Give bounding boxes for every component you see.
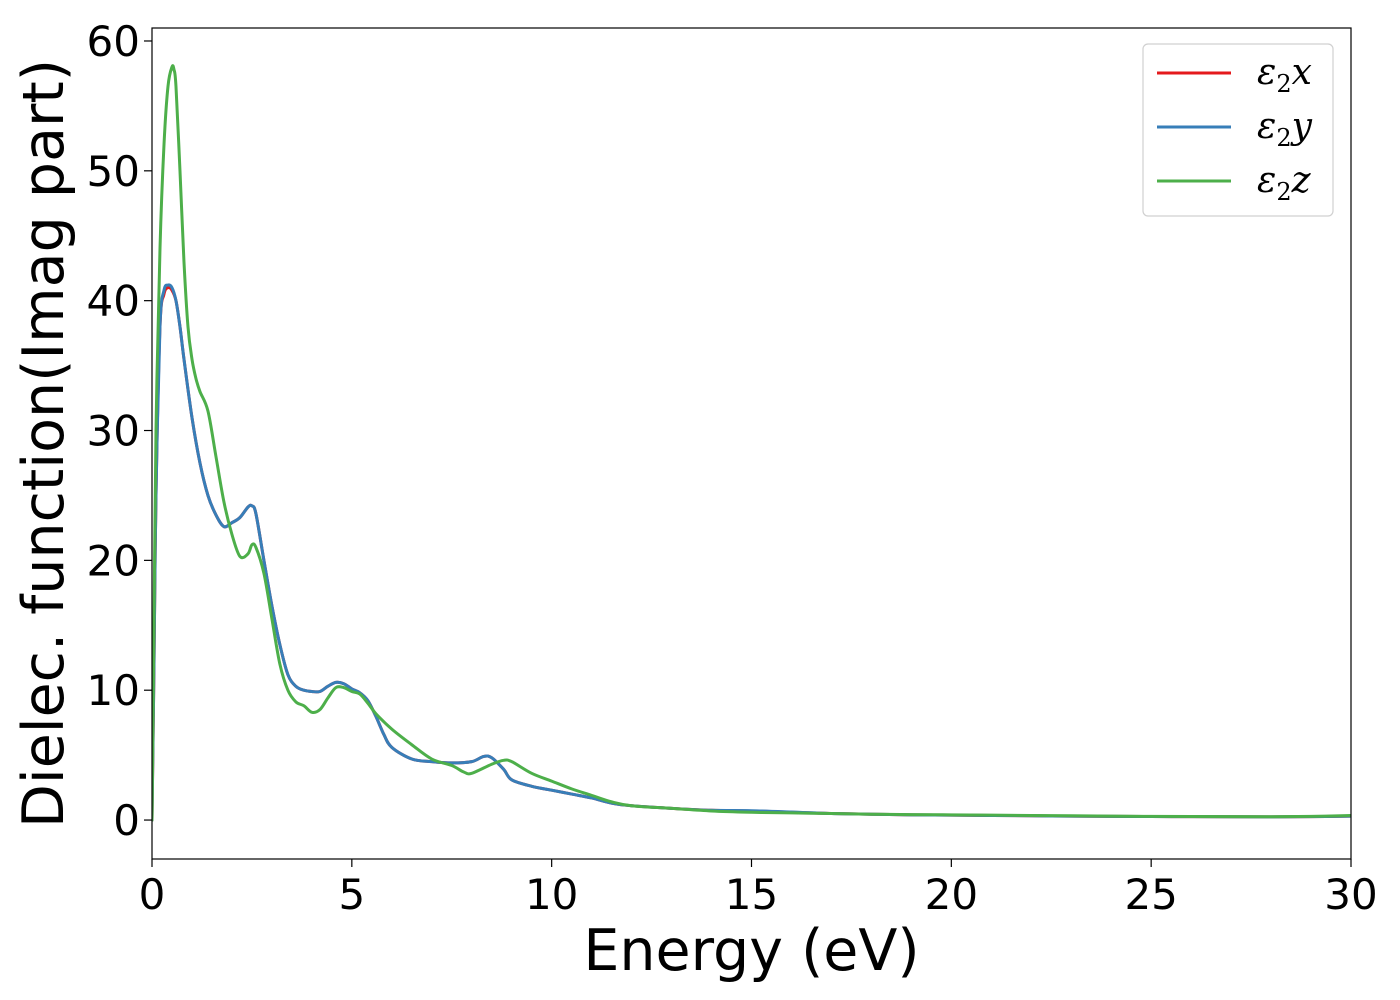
series-line-y — [152, 283, 1351, 822]
y-tick-label: 40 — [87, 277, 140, 326]
x-tick-label: 20 — [925, 870, 978, 919]
x-tick-label: 0 — [139, 870, 166, 919]
legend-label-x: ε2x — [1257, 52, 1312, 98]
x-tick-label: 5 — [338, 870, 365, 919]
series-line-x — [152, 286, 1351, 822]
legend-label-z: ε2z — [1257, 160, 1312, 206]
x-tick-label: 30 — [1324, 870, 1377, 919]
y-tick-label: 20 — [87, 536, 140, 585]
series-line-z — [152, 64, 1351, 822]
y-tick-label: 0 — [113, 796, 140, 845]
x-axis: 0 5 10 15 20 25 30 — [139, 859, 1378, 919]
legend-label-y: ε2y — [1257, 106, 1313, 152]
plot-lines — [152, 64, 1351, 822]
legend-box — [1142, 43, 1334, 217]
y-axis: 0 10 20 30 40 50 60 — [87, 17, 152, 845]
legend: ε2x ε2y ε2z — [1142, 43, 1334, 217]
x-tick-label: 10 — [525, 870, 578, 919]
x-axis-title: Energy (eV) — [583, 918, 919, 984]
x-tick-label: 15 — [725, 870, 778, 919]
y-tick-label: 30 — [87, 407, 140, 456]
y-tick-label: 10 — [87, 666, 140, 715]
x-tick-label: 25 — [1124, 870, 1177, 919]
y-axis-title: Dielec. function(Imag part) — [11, 59, 77, 828]
y-tick-label: 60 — [87, 17, 140, 66]
y-tick-label: 50 — [87, 147, 140, 196]
